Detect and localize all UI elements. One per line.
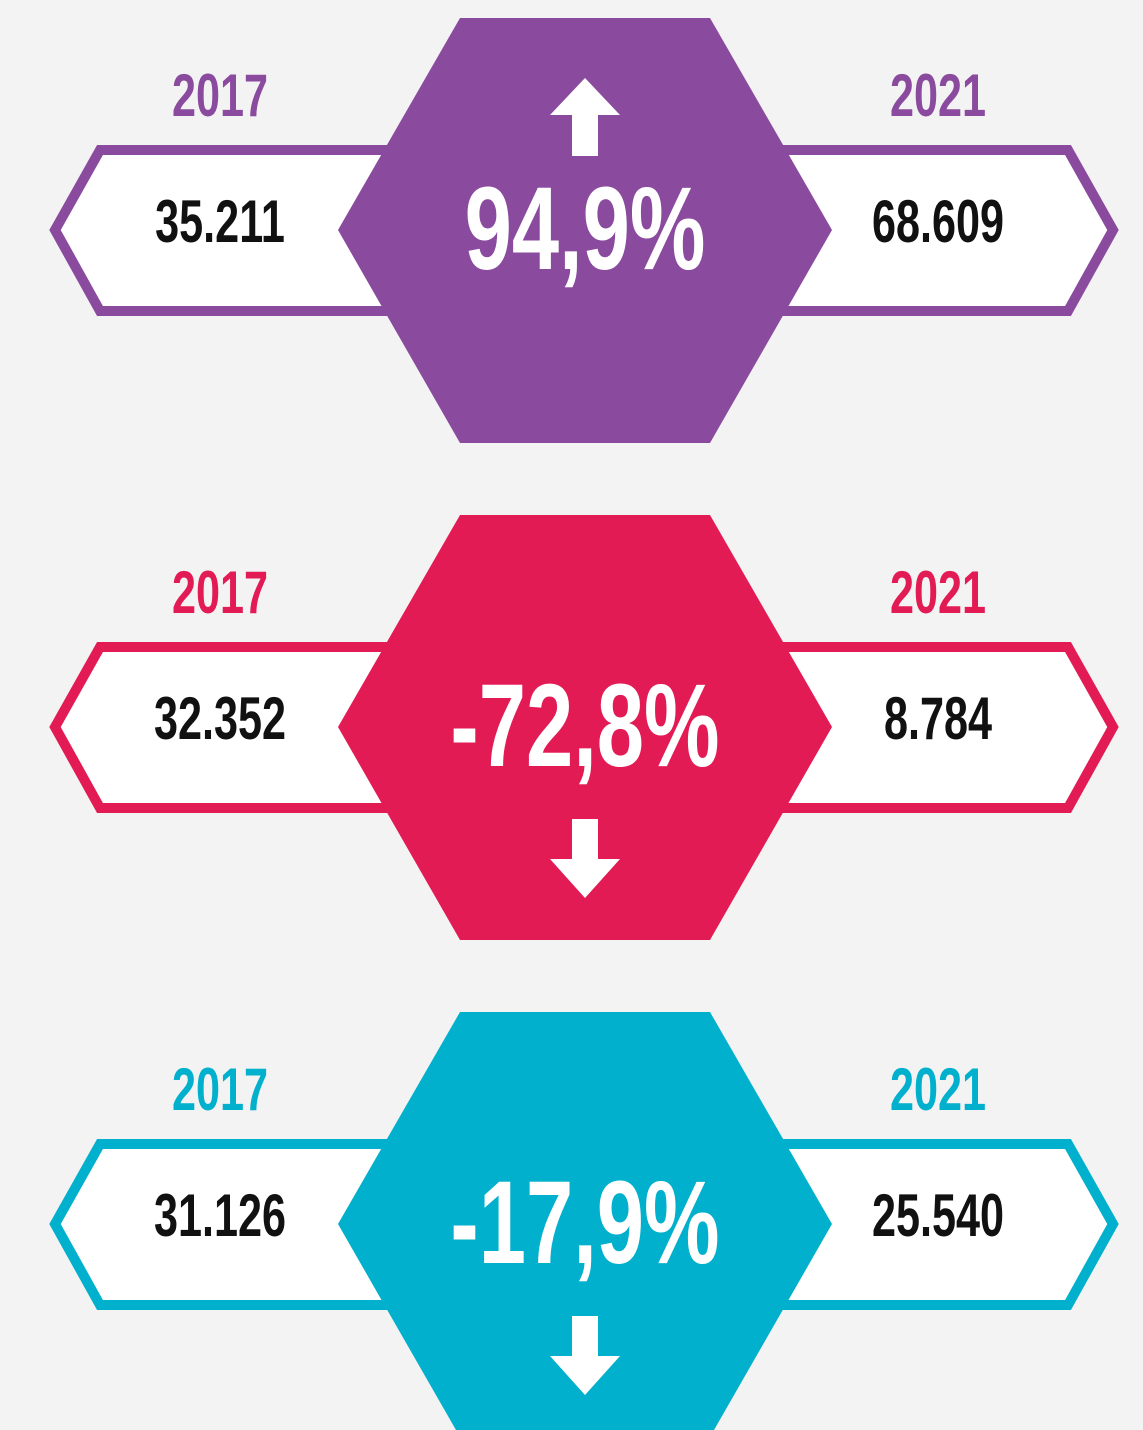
left-value-group: 35.211 xyxy=(155,189,285,256)
change-value: 94,9% xyxy=(465,162,706,294)
change-value: -17,9% xyxy=(450,1156,719,1288)
right-year-group: 2021 xyxy=(890,63,986,130)
left-box xyxy=(49,1139,405,1310)
left-year: 2017 xyxy=(172,560,268,627)
right-value: 8.784 xyxy=(884,686,992,753)
right-value-group: 8.784 xyxy=(884,686,992,753)
hexagon xyxy=(338,18,832,443)
right-year-group: 2021 xyxy=(890,560,986,627)
hexagon xyxy=(338,515,832,940)
right-year: 2021 xyxy=(890,1057,986,1124)
arrow-down xyxy=(550,1316,620,1395)
right-value: 25.540 xyxy=(872,1183,1004,1250)
stat-block: 2017 2021 32.352 8.784 -72,8% xyxy=(49,515,1119,940)
change-value-group: 94,9% xyxy=(465,162,706,294)
left-value: 32.352 xyxy=(154,686,286,753)
left-year: 2017 xyxy=(172,1057,268,1124)
left-box xyxy=(49,145,405,316)
stat-block: 2017 2021 35.211 68.609 94,9% xyxy=(49,18,1119,443)
stat-block: 2017 2021 31.126 25.540 -17,9% xyxy=(49,1012,1119,1430)
right-year: 2021 xyxy=(890,63,986,130)
left-value-group: 31.126 xyxy=(154,1183,286,1250)
left-box xyxy=(49,642,405,813)
left-year-group: 2017 xyxy=(172,560,268,627)
change-value: -72,8% xyxy=(450,659,719,791)
arrow-down xyxy=(550,819,620,898)
left-year: 2017 xyxy=(172,63,268,130)
right-year-group: 2021 xyxy=(890,1057,986,1124)
right-value: 68.609 xyxy=(872,189,1004,256)
right-value-group: 25.540 xyxy=(872,1183,1004,1250)
hexagon xyxy=(338,1012,832,1430)
left-year-group: 2017 xyxy=(172,63,268,130)
left-value: 31.126 xyxy=(154,1183,286,1250)
left-year-group: 2017 xyxy=(172,1057,268,1124)
right-year: 2021 xyxy=(890,560,986,627)
change-value-group: -72,8% xyxy=(450,659,719,791)
arrow-up xyxy=(550,78,620,156)
left-value: 35.211 xyxy=(155,189,285,256)
change-value-group: -17,9% xyxy=(450,1156,719,1288)
left-value-group: 32.352 xyxy=(154,686,286,753)
right-value-group: 68.609 xyxy=(872,189,1004,256)
